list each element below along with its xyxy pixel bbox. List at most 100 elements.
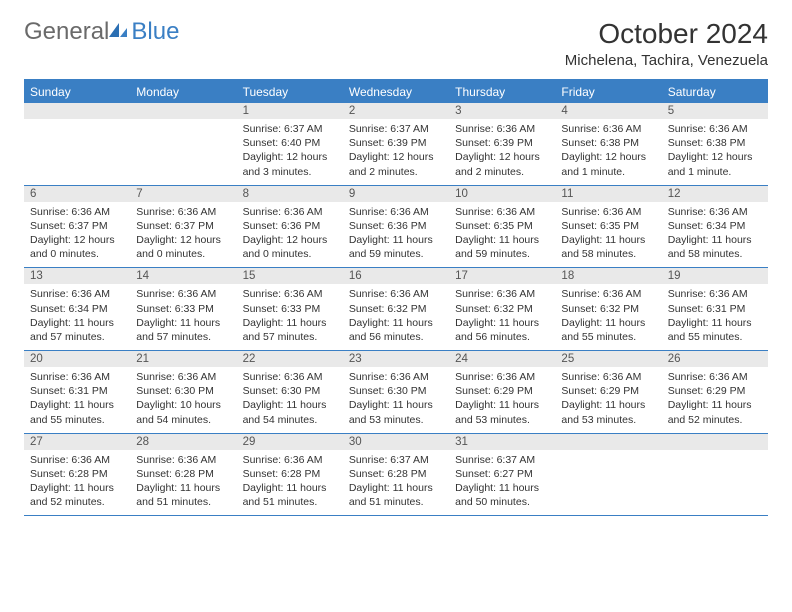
day-body: Sunrise: 6:36 AMSunset: 6:33 PMDaylight:…: [237, 284, 343, 344]
sunset-text: Sunset: 6:33 PM: [243, 302, 337, 316]
day-cell: 4Sunrise: 6:36 AMSunset: 6:38 PMDaylight…: [555, 103, 661, 185]
day-cell: 21Sunrise: 6:36 AMSunset: 6:30 PMDayligh…: [130, 351, 236, 433]
sunrise-text: Sunrise: 6:36 AM: [455, 287, 549, 301]
day-number: [555, 434, 661, 450]
day-body: Sunrise: 6:36 AMSunset: 6:39 PMDaylight:…: [449, 119, 555, 179]
day-number: 23: [343, 351, 449, 367]
logo-sail-icon: [107, 21, 129, 39]
logo-text-2: Blue: [131, 18, 179, 46]
day-number: 8: [237, 186, 343, 202]
day-cell: 28Sunrise: 6:36 AMSunset: 6:28 PMDayligh…: [130, 434, 236, 516]
day-cell: 23 Sunrise: 6:36 AMSunset: 6:30 PMDayligh…: [343, 351, 449, 433]
day-cell: 24Sunrise: 6:36 AMSunset: 6:29 PMDayligh…: [449, 351, 555, 433]
day-body: Sunrise: 6:36 AMSunset: 6:34 PMDaylight:…: [662, 202, 768, 262]
header: General Blue October 2024 Michelena, Tac…: [24, 18, 768, 69]
sunrise-text: Sunrise: 6:36 AM: [349, 205, 443, 219]
sunrise-text: Sunrise: 6:36 AM: [30, 205, 124, 219]
daylight-text: Daylight: 11 hours and 55 minutes.: [30, 398, 124, 426]
day-number: 9: [343, 186, 449, 202]
day-cell: 22 Sunrise: 6:36 AMSunset: 6:30 PMDayligh…: [237, 351, 343, 433]
day-cell: 9Sunrise: 6:36 AMSunset: 6:36 PMDaylight…: [343, 186, 449, 268]
week-row: 1Sunrise: 6:37 AMSunset: 6:40 PMDaylight…: [24, 103, 768, 186]
sunset-text: Sunset: 6:34 PM: [668, 219, 762, 233]
sunset-text: Sunset: 6:30 PM: [243, 384, 337, 398]
day-number: 7: [130, 186, 236, 202]
week-row: 13Sunrise: 6:36 AMSunset: 6:34 PMDayligh…: [24, 268, 768, 351]
dow-sat: Saturday: [662, 81, 768, 103]
day-body: Sunrise: 6:37 AMSunset: 6:27 PMDaylight:…: [449, 450, 555, 510]
day-number: 31: [449, 434, 555, 450]
daylight-text: Daylight: 11 hours and 55 minutes.: [668, 316, 762, 344]
daylight-text: Daylight: 12 hours and 1 minute.: [561, 150, 655, 178]
day-body: Sunrise: 6:36 AMSunset: 6:32 PMDaylight:…: [449, 284, 555, 344]
day-body: Sunrise: 6:36 AMSunset: 6:33 PMDaylight:…: [130, 284, 236, 344]
sunrise-text: Sunrise: 6:36 AM: [136, 287, 230, 301]
day-number: 24: [449, 351, 555, 367]
day-cell: 7Sunrise: 6:36 AMSunset: 6:37 PMDaylight…: [130, 186, 236, 268]
daylight-text: Daylight: 11 hours and 54 minutes.: [243, 398, 337, 426]
week-row: 20Sunrise: 6:36 AMSunset: 6:31 PMDayligh…: [24, 351, 768, 434]
logo-text-1: General: [24, 18, 109, 46]
sunset-text: Sunset: 6:40 PM: [243, 136, 337, 150]
day-body: Sunrise: 6:36 AMSunset: 6:28 PMDaylight:…: [237, 450, 343, 510]
day-cell: 31Sunrise: 6:37 AMSunset: 6:27 PMDayligh…: [449, 434, 555, 516]
day-number: [24, 103, 130, 119]
sunrise-text: Sunrise: 6:36 AM: [668, 370, 762, 384]
day-cell: 2Sunrise: 6:37 AMSunset: 6:39 PMDaylight…: [343, 103, 449, 185]
day-cell: 12Sunrise: 6:36 AMSunset: 6:34 PMDayligh…: [662, 186, 768, 268]
day-number: 22: [237, 351, 343, 367]
day-body: Sunrise: 6:36 AMSunset: 6:31 PMDaylight:…: [662, 284, 768, 344]
sunset-text: Sunset: 6:28 PM: [136, 467, 230, 481]
day-cell: [662, 434, 768, 516]
sunrise-text: Sunrise: 6:36 AM: [136, 370, 230, 384]
sunrise-text: Sunrise: 6:36 AM: [349, 287, 443, 301]
sunset-text: Sunset: 6:39 PM: [455, 136, 549, 150]
sunrise-text: Sunrise: 6:36 AM: [243, 453, 337, 467]
day-number: 26: [662, 351, 768, 367]
sunset-text: Sunset: 6:32 PM: [455, 302, 549, 316]
day-number: 12: [662, 186, 768, 202]
daylight-text: Daylight: 11 hours and 56 minutes.: [349, 316, 443, 344]
sunrise-text: Sunrise: 6:36 AM: [668, 287, 762, 301]
sunrise-text: Sunrise: 6:36 AM: [243, 205, 337, 219]
day-number: 2: [343, 103, 449, 119]
day-body: Sunrise: 6:36 AMSunset: 6:38 PMDaylight:…: [662, 119, 768, 179]
dow-thu: Thursday: [449, 81, 555, 103]
sunset-text: Sunset: 6:29 PM: [668, 384, 762, 398]
day-number: 3: [449, 103, 555, 119]
day-number: [662, 434, 768, 450]
sunset-text: Sunset: 6:30 PM: [349, 384, 443, 398]
day-cell: 14Sunrise: 6:36 AMSunset: 6:33 PMDayligh…: [130, 268, 236, 350]
day-body: Sunrise: 6:36 AMSunset: 6:34 PMDaylight:…: [24, 284, 130, 344]
sunset-text: Sunset: 6:32 PM: [349, 302, 443, 316]
daylight-text: Daylight: 12 hours and 0 minutes.: [136, 233, 230, 261]
sunset-text: Sunset: 6:37 PM: [136, 219, 230, 233]
day-cell: 6Sunrise: 6:36 AMSunset: 6:37 PMDaylight…: [24, 186, 130, 268]
day-number: 4: [555, 103, 661, 119]
sunrise-text: Sunrise: 6:36 AM: [243, 287, 337, 301]
daylight-text: Daylight: 12 hours and 0 minutes.: [243, 233, 337, 261]
sunrise-text: Sunrise: 6:37 AM: [349, 453, 443, 467]
day-number: 14: [130, 268, 236, 284]
dow-tue: Tuesday: [237, 81, 343, 103]
sunset-text: Sunset: 6:27 PM: [455, 467, 549, 481]
day-cell: 18Sunrise: 6:36 AMSunset: 6:32 PMDayligh…: [555, 268, 661, 350]
day-number: 11: [555, 186, 661, 202]
daylight-text: Daylight: 11 hours and 53 minutes.: [349, 398, 443, 426]
week-row: 27Sunrise: 6:36 AMSunset: 6:28 PMDayligh…: [24, 434, 768, 517]
day-number: 15: [237, 268, 343, 284]
daylight-text: Daylight: 11 hours and 59 minutes.: [349, 233, 443, 261]
sunrise-text: Sunrise: 6:36 AM: [136, 453, 230, 467]
day-cell: 3Sunrise: 6:36 AMSunset: 6:39 PMDaylight…: [449, 103, 555, 185]
sunrise-text: Sunrise: 6:36 AM: [668, 122, 762, 136]
day-body: Sunrise: 6:36 AMSunset: 6:28 PMDaylight:…: [130, 450, 236, 510]
sunrise-text: Sunrise: 6:36 AM: [243, 370, 337, 384]
day-cell: 11Sunrise: 6:36 AMSunset: 6:35 PMDayligh…: [555, 186, 661, 268]
day-body: Sunrise: 6:36 AMSunset: 6:35 PMDaylight:…: [449, 202, 555, 262]
daylight-text: Daylight: 12 hours and 1 minute.: [668, 150, 762, 178]
sunrise-text: Sunrise: 6:36 AM: [561, 205, 655, 219]
dow-wed: Wednesday: [343, 81, 449, 103]
day-body: Sunrise: 6:36 AMSunset: 6:35 PMDaylight:…: [555, 202, 661, 262]
sunrise-text: Sunrise: 6:36 AM: [30, 287, 124, 301]
sunrise-text: Sunrise: 6:36 AM: [349, 370, 443, 384]
